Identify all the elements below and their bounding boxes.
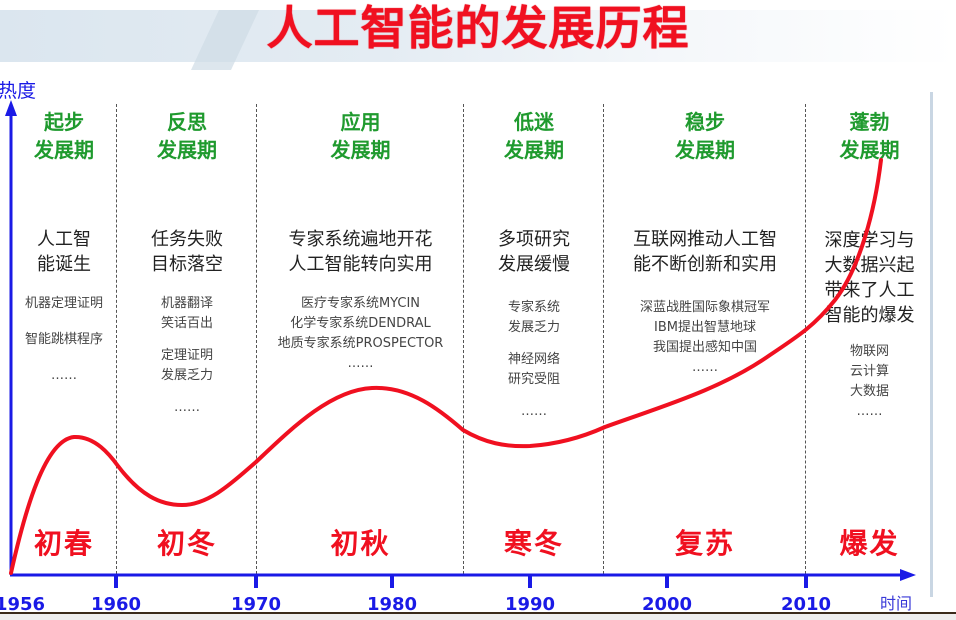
period-description: 任务失败 目标落空 [151,229,223,275]
page-title: 人工智能的发展历程 [266,1,690,55]
period-details: 专家系统 发展乏力 神经网络 研究受阻 …… [507,300,560,419]
x-axis-ticks [114,575,808,588]
period-divider [463,104,464,574]
period-divider [116,104,117,574]
period-details: 物联网 云计算 大数据 …… [849,344,889,419]
season-label: 寒冬 [503,527,564,560]
period-description: 互联网推动人工智 能不断创新和实用 [633,229,777,275]
period-details: 机器定理证明 智能跳棋程序 …… [24,296,103,383]
period-divider [603,104,604,574]
bottom-edge [0,612,956,620]
period-steady: 稳步 发展期 互联网推动人工智 能不断创新和实用 深蓝战胜国际象棋冠军 IBM提… [605,0,805,600]
frame-border [930,92,933,597]
title-banner [0,10,956,62]
tick-label-2000: 2000 [641,594,693,615]
period-downturn: 低迷 发展期 多项研究 发展缓慢 专家系统 发展乏力 神经网络 研究受阻 …… … [465,0,603,600]
x-axis-arrow-icon [900,569,916,581]
tick-label-1956: 1956 [0,594,46,615]
period-startup: 起步 发展期 人工智 能诞生 机器定理证明 智能跳棋程序 …… 初春 [12,0,116,600]
heat-curve [9,158,883,575]
period-details: 深蓝战胜国际象棋冠军 IBM提出智慧地球 我国提出感知中国 …… [639,300,770,375]
period-name: 起步 发展期 [34,110,94,162]
period-description: 深度学习与 大数据兴起 带来了人工 智能的爆发 [824,230,915,326]
period-name: 稳步 发展期 [675,110,735,162]
y-axis-label: 热度 [0,80,37,102]
period-boom: 蓬勃 发展期 深度学习与 大数据兴起 带来了人工 智能的爆发 物联网 云计算 大… [807,0,932,600]
period-divider [256,104,257,574]
y-axis-arrow-icon [5,100,17,116]
tick-label-1990: 1990 [504,594,556,615]
season-label: 初冬 [156,527,217,560]
period-description: 多项研究 发展缓慢 [498,229,570,275]
tick-label-1960: 1960 [90,594,142,615]
tick-label-2010: 2010 [780,594,832,615]
period-description: 专家系统遍地开花 人工智能转向实用 [288,229,433,275]
period-description: 人工智 能诞生 [37,229,91,275]
x-axis-label: 时间 [880,594,913,613]
period-name: 反思 发展期 [157,110,217,162]
period-name: 应用 发展期 [330,110,391,162]
tick-label-1970: 1970 [230,594,282,615]
season-label: 爆发 [839,527,900,560]
season-label: 复苏 [674,527,735,560]
period-divider [805,104,806,574]
period-name: 蓬勃 发展期 [839,110,900,162]
season-label: 初秋 [330,527,391,560]
tick-label-1980: 1980 [366,594,418,615]
period-details: 医疗专家系统MYCIN 化学专家系统DENDRAL 地质专家系统PROSPECT… [277,296,444,371]
period-name: 低迷 发展期 [504,110,564,162]
period-reflection: 反思 发展期 任务失败 目标落空 机器翻译 笑话百出 定理证明 发展乏力 …… … [118,0,256,600]
season-label: 初春 [33,527,94,560]
period-application: 应用 发展期 专家系统遍地开花 人工智能转向实用 医疗专家系统MYCIN 化学专… [258,0,463,600]
period-details: 机器翻译 笑话百出 定理证明 发展乏力 …… [160,296,213,415]
